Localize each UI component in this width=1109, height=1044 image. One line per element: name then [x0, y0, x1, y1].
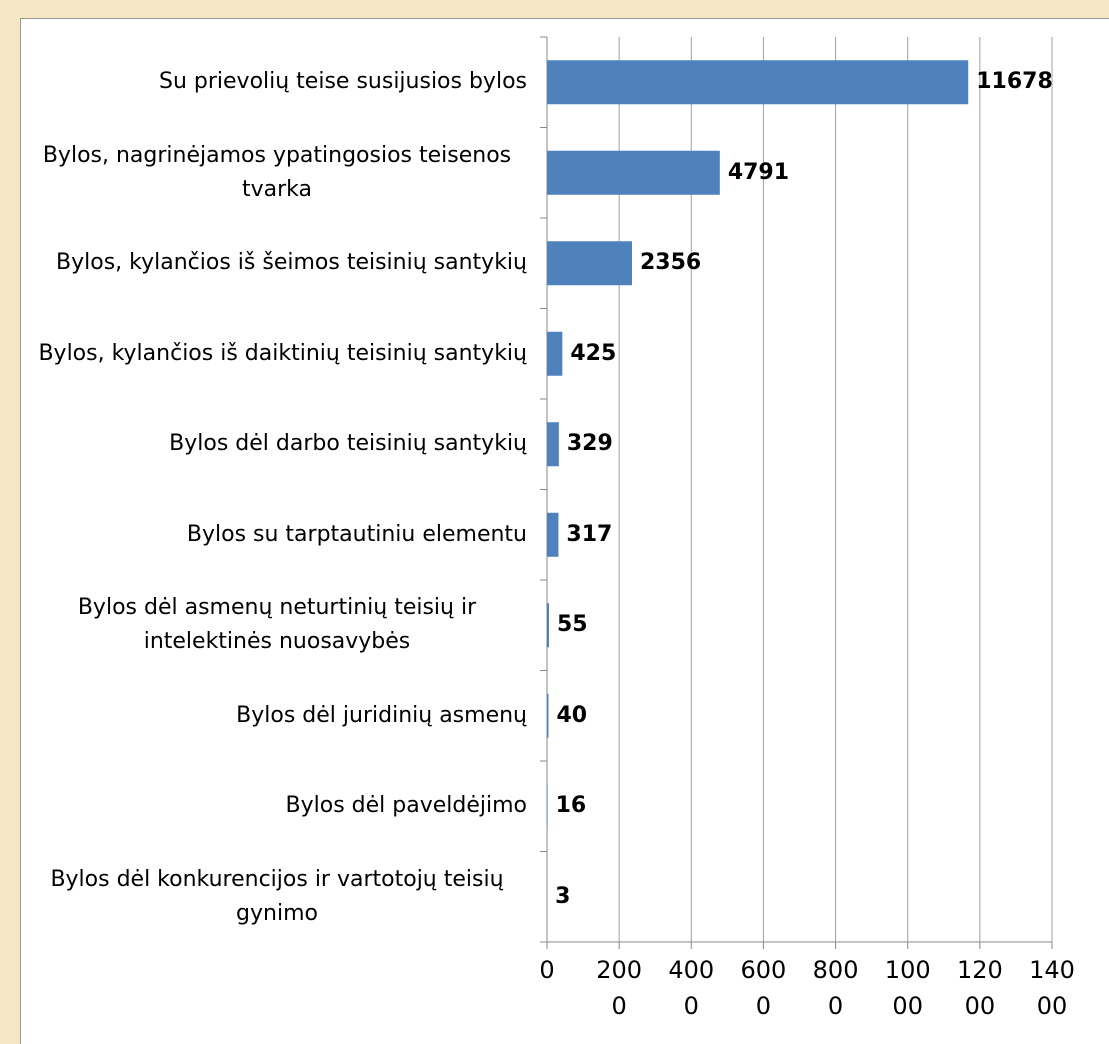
y-tick-label: Bylos dėl konkurencijos ir vartotojų tei… [27, 852, 527, 942]
y-tick-label: Bylos dėl paveldėjimo [286, 761, 527, 851]
value-label: 425 [570, 339, 616, 369]
bar [547, 513, 558, 557]
value-label: 40 [556, 701, 587, 731]
y-tick-label: Su prievolių teise susijusios bylos [159, 37, 527, 127]
value-label: 55 [557, 610, 588, 640]
x-tick-label: 0 [519, 952, 575, 988]
y-tick-label-text: Bylos dėl darbo teisinių santykių [169, 427, 527, 461]
bar [547, 694, 548, 738]
value-label: 11678 [976, 67, 1053, 97]
y-tick-label-text: Bylos dėl asmenų neturtinių teisių ir in… [27, 591, 527, 659]
value-label: 3 [555, 882, 570, 912]
y-tick-label-text: Bylos dėl juridinių asmenų [236, 699, 527, 733]
y-tick-label: Bylos, nagrinėjamos ypatingosios teiseno… [27, 128, 527, 218]
bar [547, 151, 720, 195]
value-label: 16 [556, 791, 587, 821]
y-tick-label-text: Bylos, nagrinėjamos ypatingosios teiseno… [27, 139, 527, 207]
y-tick-label: Bylos su tarptautiniu elementu [187, 490, 527, 580]
y-tick-label-text: Su prievolių teise susijusios bylos [159, 65, 527, 99]
y-tick-label: Bylos, kylančios iš šeimos teisinių sant… [56, 218, 527, 308]
y-tick-label: Bylos dėl asmenų neturtinių teisių ir in… [27, 580, 527, 670]
x-tick-label: 14000 [1024, 952, 1080, 1024]
bar [547, 422, 559, 466]
y-tick-label-text: Bylos, kylančios iš šeimos teisinių sant… [56, 246, 527, 280]
y-tick-label: Bylos, kylančios iš daiktinių teisinių s… [38, 309, 527, 399]
x-tick-label: 8000 [808, 952, 864, 1024]
value-label: 4791 [728, 158, 789, 188]
y-tick-label-text: Bylos dėl konkurencijos ir vartotojų tei… [27, 863, 527, 931]
y-tick-label-text: Bylos dėl paveldėjimo [286, 789, 527, 823]
bar [547, 241, 632, 285]
x-tick-label: 6000 [735, 952, 791, 1024]
y-tick-label-text: Bylos su tarptautiniu elementu [187, 518, 527, 552]
x-tick-label: 10000 [880, 952, 936, 1024]
bar [547, 60, 968, 104]
bar [547, 603, 549, 647]
y-tick-label: Bylos dėl juridinių asmenų [236, 671, 527, 761]
value-label: 2356 [640, 248, 701, 278]
value-label: 329 [567, 429, 613, 459]
bar [547, 784, 548, 828]
x-tick-label: 2000 [591, 952, 647, 1024]
y-tick-label: Bylos dėl darbo teisinių santykių [169, 399, 527, 489]
bar [547, 332, 562, 376]
value-label: 317 [566, 520, 612, 550]
y-tick-label-text: Bylos, kylančios iš daiktinių teisinių s… [38, 337, 527, 371]
x-tick-label: 4000 [663, 952, 719, 1024]
x-tick-label: 12000 [952, 952, 1008, 1024]
